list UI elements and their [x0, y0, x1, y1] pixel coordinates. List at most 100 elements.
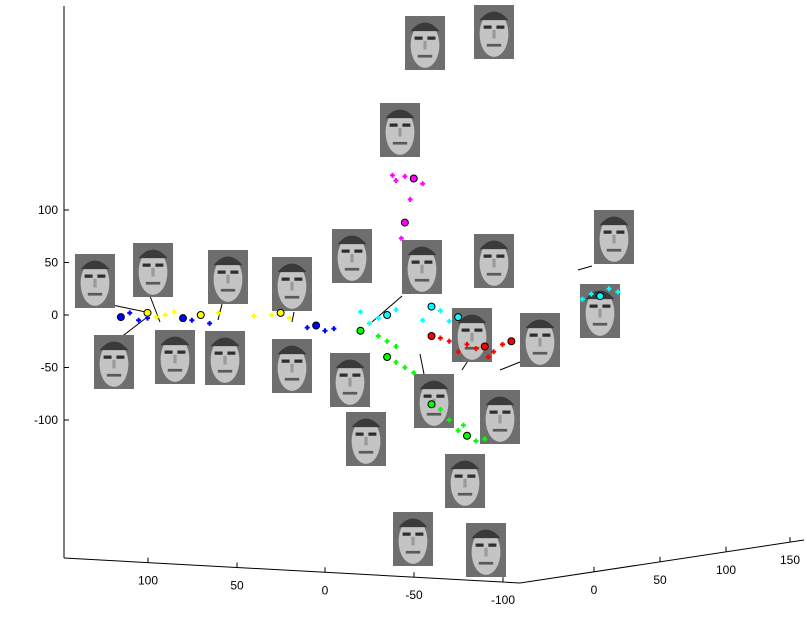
- z-tick-label: 0: [591, 583, 598, 597]
- data-point-mean: [400, 218, 409, 227]
- data-point-mean: [179, 314, 187, 323]
- data-point: [136, 317, 142, 323]
- data-point: [615, 289, 621, 295]
- data-point: [375, 315, 381, 321]
- data-point: [189, 317, 195, 323]
- data-point: [464, 341, 470, 347]
- data-point-mean: [356, 326, 365, 335]
- data-point: [393, 344, 399, 349]
- data-point: [393, 178, 399, 184]
- leader-line: [111, 304, 147, 313]
- data-point: [588, 291, 594, 297]
- data-point-mean: [427, 332, 436, 340]
- face-thumbnail: [330, 353, 370, 407]
- x-tick-label: 100: [138, 574, 158, 588]
- data-point: [460, 422, 466, 428]
- data-point: [437, 335, 443, 341]
- data-point: [153, 314, 159, 320]
- data-point: [420, 317, 426, 323]
- face-thumbnail: [272, 257, 312, 311]
- y-tick-label: 0: [51, 308, 58, 322]
- z-tick-label: 150: [780, 553, 800, 567]
- data-point: [491, 349, 497, 355]
- face-thumbnail: [208, 250, 248, 304]
- data-point: [287, 315, 292, 321]
- x-axis-line: [63, 557, 521, 584]
- y-tick-label: 100: [38, 203, 58, 217]
- data-point: [500, 341, 505, 347]
- z-axis-line: [519, 539, 805, 584]
- data-point-mean: [507, 337, 516, 346]
- data-point-mean: [196, 311, 205, 319]
- y-tick-label: 50: [45, 256, 59, 270]
- face-thumbnail: [75, 254, 115, 308]
- data-point: [402, 173, 408, 179]
- face-thumbnail: [393, 512, 433, 566]
- leader-line: [291, 311, 295, 323]
- data-point: [393, 359, 399, 365]
- face-thumbnail: [480, 390, 520, 444]
- data-point: [485, 354, 491, 360]
- face-thumbnail: [474, 5, 514, 59]
- face-thumbnail: [520, 313, 560, 367]
- face-thumbnail: [402, 240, 442, 294]
- leader-line: [119, 317, 147, 339]
- data-point: [482, 436, 488, 442]
- data-point: [162, 312, 168, 318]
- data-point: [446, 417, 452, 423]
- data-point: [437, 308, 443, 314]
- y-tick-label: -100: [34, 413, 58, 427]
- face-thumbnail: [466, 523, 506, 577]
- data-point: [304, 325, 310, 331]
- data-point-mean: [427, 302, 436, 311]
- axes: 100 50 0 -50 -100 100 50 0 -50 -100 0 50 100 150: [34, 6, 805, 607]
- data-point: [216, 310, 221, 316]
- data-point: [207, 320, 213, 326]
- face-thumbnail: [205, 331, 245, 385]
- data-point-mean: [427, 400, 436, 409]
- z-tick-label: 50: [653, 573, 667, 587]
- data-point: [366, 320, 372, 326]
- data-point: [579, 296, 585, 302]
- data-point: [389, 172, 395, 178]
- data-point: [127, 310, 133, 316]
- leader-line: [499, 361, 521, 371]
- face-thumbnail: [580, 284, 620, 338]
- data-point-mean: [312, 321, 321, 330]
- data-points: [116, 172, 621, 444]
- data-point-mean: [143, 308, 152, 317]
- leader-line: [419, 353, 425, 375]
- data-point: [446, 338, 452, 344]
- data-point: [473, 346, 479, 352]
- face-thumbnail: [346, 412, 386, 466]
- data-point: [473, 438, 479, 444]
- data-point-mean: [480, 342, 489, 351]
- data-point-mean: [596, 292, 605, 301]
- data-point-mean: [383, 311, 392, 319]
- face-thumbnail: [445, 454, 485, 508]
- data-point: [446, 318, 452, 324]
- data-point-mean: [383, 353, 392, 361]
- data-point: [358, 309, 363, 315]
- data-point-mean: [454, 313, 463, 322]
- data-point: [455, 428, 461, 433]
- data-point: [606, 286, 612, 292]
- face-thumbnail: [405, 16, 445, 70]
- data-point: [398, 235, 404, 241]
- z-tick-label: 100: [716, 563, 736, 577]
- face-thumbnail: [155, 330, 195, 384]
- data-point-mean: [116, 313, 125, 322]
- data-point: [411, 370, 417, 376]
- data-point-mean: [409, 174, 418, 183]
- x-tick-label: 0: [322, 583, 329, 597]
- data-point: [171, 309, 177, 315]
- face-thumbnail: [594, 210, 634, 264]
- face-thumbnails: [75, 5, 634, 577]
- data-point-mean: [276, 308, 285, 317]
- x-tick-label: -50: [405, 588, 423, 602]
- face-thumbnail: [332, 229, 372, 283]
- face-thumbnail: [380, 103, 420, 157]
- face-thumbnail: [133, 243, 173, 297]
- leader-line: [577, 265, 593, 271]
